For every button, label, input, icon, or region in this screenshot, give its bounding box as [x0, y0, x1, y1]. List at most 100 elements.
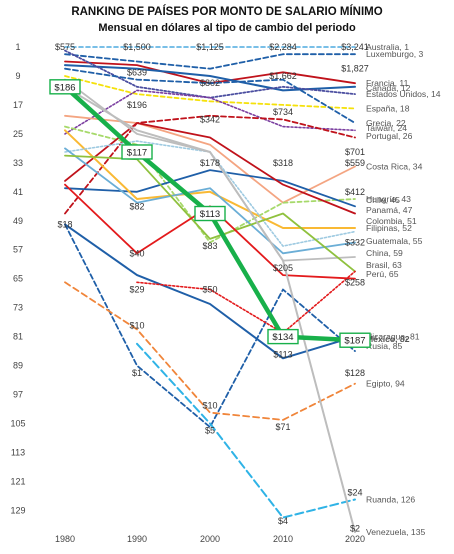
series-line-ruanda — [136, 342, 356, 519]
value-label: $2,284 — [269, 42, 297, 52]
country-label-venezuela: Venezuela, 135 — [366, 527, 425, 537]
country-label-china: China, 59 — [366, 248, 403, 258]
y-tick-label: 97 — [13, 390, 23, 400]
y-tick-label: 89 — [13, 361, 23, 371]
y-tick-label: 1 — [15, 42, 20, 52]
x-tick-label: 2010 — [273, 534, 293, 544]
y-axis: 1 9 17 25 33 41 49 57 65 73 81 89 97 105 113 121 129 — [10, 42, 25, 515]
value-label: $639 — [127, 67, 147, 77]
series-line-egipto — [64, 281, 356, 421]
series-line-brasil — [64, 154, 356, 273]
mexico-value-label: $113 — [200, 209, 220, 220]
y-tick-label: 57 — [13, 245, 23, 255]
country-label-francia: Francia, 11 — [366, 78, 409, 88]
chart-title: RANKING DE PAÍSES POR MONTO DE SALARIO M… — [71, 5, 382, 18]
x-tick-label: 1990 — [127, 534, 147, 544]
y-tick-label: 17 — [13, 100, 23, 110]
value-label: $332 — [345, 237, 365, 247]
country-label-chile: Chile, 45 — [366, 195, 400, 205]
country-label-ruanda: Ruanda, 126 — [366, 495, 415, 505]
value-label: $1,125 — [196, 42, 224, 52]
value-label: $18 — [57, 219, 72, 229]
y-tick-label: 81 — [13, 332, 23, 342]
series-line-portugal — [64, 114, 356, 215]
mexico-value-box — [267, 328, 299, 345]
value-label: $29 — [129, 285, 144, 295]
series-line-espana — [64, 75, 356, 110]
value-label: $701 — [345, 147, 365, 157]
value-label: $1,827 — [341, 64, 369, 74]
value-label: $50 — [202, 285, 217, 295]
series-line-chile — [64, 169, 356, 208]
y-tick-label: 9 — [15, 71, 20, 81]
mexico-value-box — [121, 144, 153, 160]
country-label-rusia: Rusia, 85 — [366, 341, 403, 351]
x-tick-label: 2020 — [345, 534, 365, 544]
series-line-hungria — [64, 125, 356, 244]
value-label: $5 — [205, 426, 215, 436]
value-label: $24 — [347, 487, 362, 497]
value-label: $412 — [345, 187, 365, 197]
series-line-taiwan — [64, 89, 356, 135]
country-label-grecia: Grecia, 22 — [366, 118, 406, 128]
value-label: $1,500 — [123, 42, 151, 52]
country-label-brasil: Brasil, 63 — [366, 260, 402, 270]
series-line-guatemala — [64, 147, 356, 255]
value-label: $128 — [345, 368, 365, 378]
value-label: $40 — [129, 248, 144, 258]
mexico-value-boxes: $186 $117 $113 $134 $187 — [49, 79, 371, 348]
value-label: $559 — [345, 158, 365, 168]
x-tick-label: 2000 — [200, 534, 220, 544]
country-label-nicaragua: Nicaragua, 81 — [366, 332, 420, 342]
y-tick-label: 33 — [13, 158, 23, 168]
chart-subtitle: Mensual en dólares al tipo de cambio del… — [98, 22, 356, 34]
series-line-panama — [64, 122, 356, 215]
value-label: $71 — [275, 422, 290, 432]
series-line-grecia — [64, 67, 356, 124]
value-label: $205 — [273, 263, 293, 273]
mexico-value-label: $117 — [127, 147, 147, 158]
y-tick-label: 49 — [13, 216, 23, 226]
series-line-peru — [64, 183, 356, 280]
mexico-value-label: $187 — [344, 336, 365, 347]
country-label-hungria: Hungría, 43 — [366, 194, 411, 204]
value-label: $196 — [127, 100, 147, 110]
value-label: $575 — [55, 42, 75, 52]
y-tick-label: 121 — [10, 476, 25, 486]
series-line-venezuela — [64, 85, 356, 534]
y-tick-label: 25 — [13, 129, 23, 139]
value-label: $178 — [200, 158, 220, 168]
value-label: $2 — [350, 523, 360, 533]
y-tick-label: 105 — [10, 418, 25, 428]
value-label: $734 — [273, 107, 293, 117]
y-tick-label: 41 — [13, 187, 23, 197]
y-tick-label: 65 — [13, 274, 23, 284]
x-axis: 1980 1990 2000 2010 2020 — [55, 534, 365, 544]
country-label-estados-unidos: Estados Unidos, 14 — [366, 89, 441, 99]
value-label: $10 — [202, 400, 217, 410]
value-label: $10 — [129, 321, 144, 331]
value-label: $1,662 — [269, 71, 297, 81]
series-line-estados-unidos — [64, 49, 356, 99]
value-label: $3,241 — [341, 42, 369, 52]
country-label-egipto: Egipto, 94 — [366, 379, 405, 389]
country-label-guatemala: Guatemala, 55 — [366, 236, 423, 246]
y-tick-label: 129 — [10, 505, 25, 515]
series-line-rusia — [64, 223, 356, 429]
mexico-value-box — [49, 79, 81, 95]
mexico-value-box — [339, 332, 371, 348]
country-label-peru: Perú, 65 — [366, 269, 399, 279]
value-label: $82 — [129, 201, 144, 211]
country-label-portugal: Portugal, 26 — [366, 131, 413, 141]
value-label: $342 — [200, 114, 220, 124]
value-label: $83 — [202, 241, 217, 251]
country-label-espana: España, 18 — [366, 104, 410, 114]
value-label: $113 — [273, 350, 292, 360]
mexico-value-box — [194, 205, 226, 222]
country-label-luxemburgo: Luxemburgo, 3 — [366, 49, 424, 59]
country-label-panama: Panamá, 47 — [366, 205, 413, 215]
country-label-colombia: Colombia, 51 — [366, 216, 417, 226]
value-label: $1 — [132, 368, 142, 378]
